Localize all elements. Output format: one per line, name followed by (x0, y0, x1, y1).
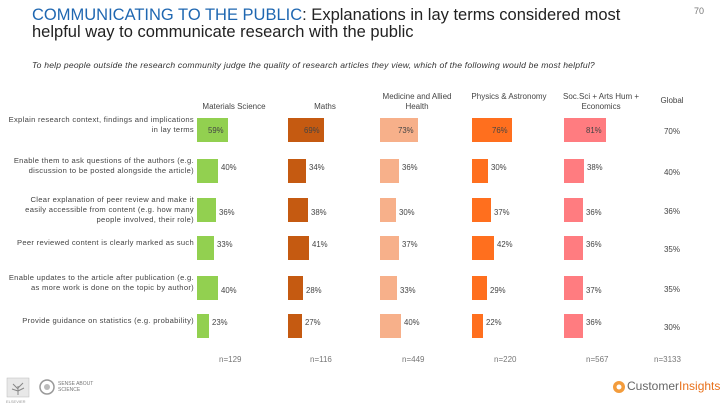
bar (564, 198, 583, 222)
bar (197, 198, 216, 222)
column-header: Physics & Astronomy (471, 92, 547, 101)
global-value: 35% (663, 285, 680, 294)
data-label: 40% (221, 163, 237, 172)
data-label: 38% (587, 163, 603, 172)
data-label: 28% (306, 286, 322, 295)
data-label: 29% (490, 286, 506, 295)
data-label: 69% (304, 126, 320, 135)
column-header-global: Global (660, 96, 684, 105)
bar (197, 276, 218, 300)
bar (564, 118, 606, 142)
row-label: Enable updates to the article after publ… (8, 273, 194, 292)
bar (472, 236, 494, 260)
data-label: 73% (398, 126, 414, 135)
bar (288, 118, 324, 142)
bar (288, 276, 303, 300)
data-label: 27% (305, 318, 321, 327)
elsevier-tree-icon (6, 377, 30, 398)
sample-size: n=220 (494, 355, 517, 364)
data-label: 36% (219, 208, 235, 217)
sense-about-science-icon (39, 379, 55, 395)
bar (564, 236, 583, 260)
data-label: 37% (402, 240, 418, 249)
page-title: COMMUNICATING TO THE PUBLIC: Explanation… (32, 7, 652, 41)
column-header: Soc.Sci + Arts Hum + Economics (562, 92, 640, 111)
bar (197, 159, 218, 183)
brand-name-part2: Insights (679, 379, 720, 393)
column-header: Medicine and Allied Health (382, 92, 452, 111)
data-label: 22% (486, 318, 502, 327)
data-label: 37% (586, 286, 602, 295)
sample-size: n=567 (586, 355, 609, 364)
bar (472, 198, 491, 222)
page-number: 70 (694, 6, 705, 16)
publisher-text: ELSEVIER (6, 399, 26, 404)
bar (288, 159, 306, 183)
bar (564, 276, 583, 300)
sense-about-science-text: SENSE ABOUT SCIENCE (58, 381, 94, 393)
global-value: 36% (663, 207, 680, 216)
brand-swirl-icon (613, 381, 625, 393)
data-label: 33% (217, 240, 233, 249)
column-header: Maths (314, 102, 336, 111)
bar (472, 118, 512, 142)
bar (564, 159, 584, 183)
bar (380, 198, 396, 222)
bar (380, 276, 397, 300)
sample-size-global: n=3133 (654, 355, 681, 364)
global-value: 30% (663, 323, 680, 332)
data-label: 40% (404, 318, 420, 327)
bar (288, 198, 308, 222)
data-label: 76% (492, 126, 508, 135)
bar (197, 236, 214, 260)
bar (472, 276, 487, 300)
footer-logos: ELSEVIER SENSE ABOUT SCIENCE (6, 377, 93, 404)
data-label: 36% (586, 240, 602, 249)
sample-size: n=129 (219, 355, 242, 364)
row-label: Explain research context, findings and i… (8, 115, 194, 134)
data-label: 30% (399, 208, 415, 217)
bar (472, 159, 488, 183)
row-label: Clear explanation of peer review and mak… (25, 195, 194, 224)
bar (288, 236, 309, 260)
data-label: 23% (212, 318, 228, 327)
data-label: 30% (491, 163, 507, 172)
bar (380, 159, 399, 183)
data-label: 38% (311, 208, 327, 217)
data-label: 40% (221, 286, 237, 295)
sample-size: n=116 (310, 355, 332, 364)
title-highlight: COMMUNICATING TO THE PUBLIC (32, 6, 303, 24)
bar (380, 118, 418, 142)
bar (288, 314, 302, 338)
brand-name-part1: Customer (627, 379, 680, 393)
data-label: 37% (494, 208, 510, 217)
title-rest: : Explanations in lay terms considered m… (32, 6, 621, 41)
bar (380, 314, 401, 338)
survey-question: To help people outside the research comm… (32, 60, 595, 70)
row-label: Peer reviewed content is clearly marked … (16, 238, 194, 247)
data-label: 59% (208, 126, 224, 135)
data-label: 33% (400, 286, 416, 295)
bar (197, 314, 209, 338)
brand-name: CustomerInsights (627, 379, 720, 393)
data-label: 36% (586, 318, 602, 327)
sample-size: n=449 (402, 355, 425, 364)
data-label: 34% (309, 163, 325, 172)
global-value: 70% (663, 127, 680, 136)
row-label: Provide guidance on statistics (e.g. pro… (22, 316, 194, 325)
data-label: 42% (497, 240, 513, 249)
global-value: 35% (663, 245, 680, 254)
global-value: 40% (663, 168, 680, 177)
column-header: Materials Science (202, 102, 266, 111)
data-label: 81% (586, 126, 602, 135)
bar (380, 236, 399, 260)
bar (197, 118, 228, 142)
data-label: 36% (402, 163, 418, 172)
bar (564, 314, 583, 338)
data-label: 36% (586, 208, 602, 217)
row-label: Enable them to ask questions of the auth… (13, 156, 194, 175)
data-label: 41% (312, 240, 328, 249)
bar (472, 314, 483, 338)
